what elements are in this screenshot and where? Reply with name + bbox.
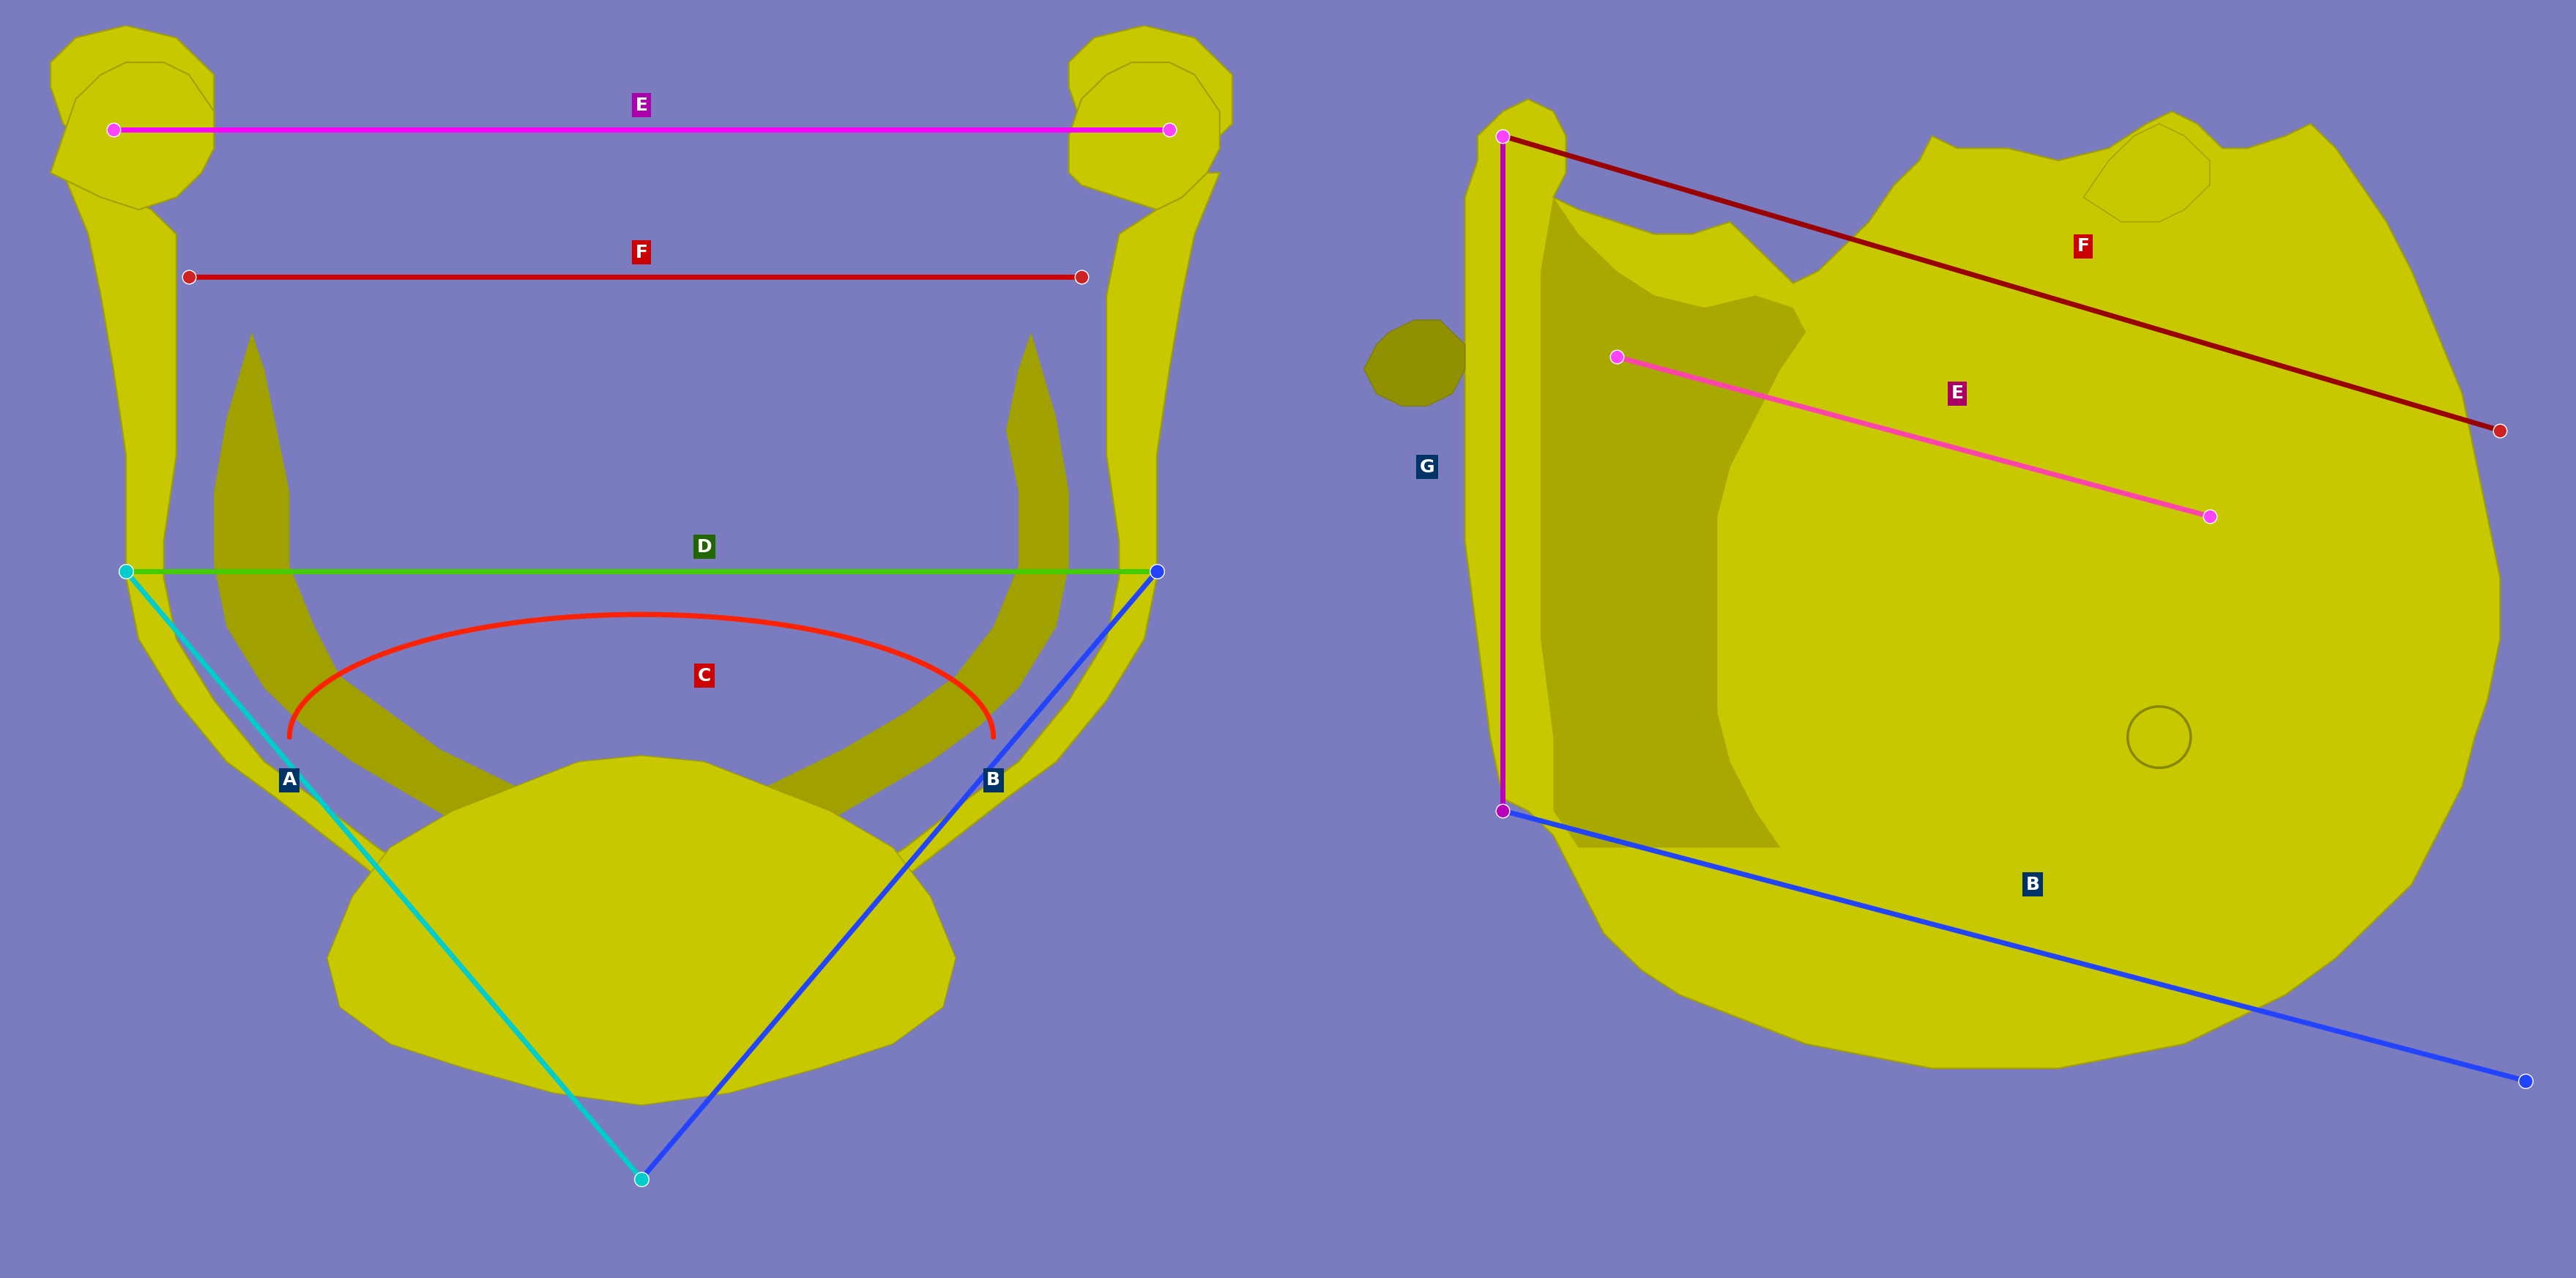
Text: C: C (698, 667, 711, 685)
Point (1481, 800, 1522, 820)
Polygon shape (2084, 124, 2210, 222)
Text: B: B (987, 772, 999, 789)
Point (1149, 120, 1190, 141)
Polygon shape (327, 755, 956, 1105)
Polygon shape (64, 173, 1218, 1020)
Text: D: D (696, 538, 711, 556)
Point (167, 267, 209, 288)
Text: F: F (2076, 238, 2089, 256)
Polygon shape (214, 332, 1069, 897)
Polygon shape (1069, 63, 1218, 210)
Text: F: F (636, 244, 647, 261)
Polygon shape (52, 26, 214, 173)
Text: E: E (636, 97, 647, 114)
Text: A: A (283, 772, 296, 789)
Point (106, 561, 147, 581)
Point (1136, 561, 1177, 581)
Text: E: E (1950, 385, 1963, 403)
Polygon shape (1069, 26, 1231, 173)
Point (621, 1168, 662, 1189)
Polygon shape (1540, 197, 1806, 847)
Polygon shape (1466, 100, 2499, 1068)
Point (2190, 506, 2231, 527)
Polygon shape (1365, 320, 1466, 406)
Point (2504, 1071, 2545, 1091)
Point (1481, 125, 1522, 146)
Text: G: G (1419, 459, 1435, 475)
Polygon shape (52, 63, 214, 210)
Point (1595, 346, 1638, 367)
Point (2478, 420, 2519, 441)
Text: B: B (2025, 875, 2040, 893)
Point (1061, 267, 1103, 288)
Point (93, 120, 134, 141)
